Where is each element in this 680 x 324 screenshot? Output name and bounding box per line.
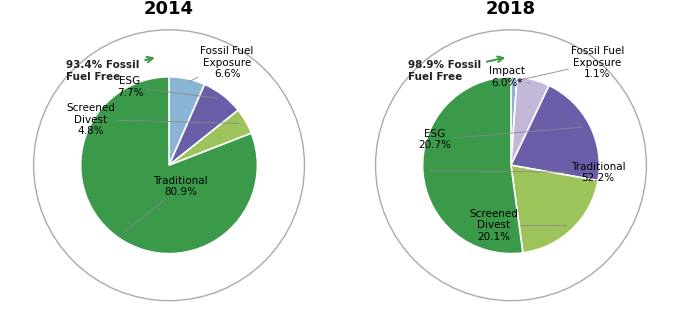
- Wedge shape: [511, 86, 599, 180]
- Wedge shape: [169, 84, 238, 165]
- Wedge shape: [511, 165, 598, 253]
- Wedge shape: [511, 77, 517, 165]
- Text: Traditional
80.9%: Traditional 80.9%: [124, 176, 208, 233]
- Wedge shape: [511, 77, 549, 165]
- Wedge shape: [81, 77, 258, 254]
- Text: ESG
7.7%: ESG 7.7%: [117, 76, 218, 98]
- Wedge shape: [169, 77, 205, 165]
- Circle shape: [375, 30, 647, 301]
- Text: Impact
6.0%*: Impact 6.0%*: [489, 66, 530, 88]
- Circle shape: [33, 30, 305, 301]
- Wedge shape: [169, 110, 252, 165]
- Text: 93.4% Fossil
Fuel Free: 93.4% Fossil Fuel Free: [67, 57, 153, 82]
- Text: Screened
Divest
4.8%: Screened Divest 4.8%: [66, 103, 239, 136]
- Text: Fossil Fuel
Exposure
6.6%: Fossil Fuel Exposure 6.6%: [189, 46, 254, 82]
- Text: 98.9% Fossil
Fuel Free: 98.9% Fossil Fuel Free: [408, 56, 503, 82]
- Wedge shape: [422, 77, 523, 254]
- Title: 2014: 2014: [144, 0, 194, 18]
- Title: 2018: 2018: [486, 0, 536, 18]
- Text: Traditional
52.2%: Traditional 52.2%: [430, 162, 626, 183]
- Text: ESG
20.7%: ESG 20.7%: [418, 127, 583, 150]
- Text: Fossil Fuel
Exposure
1.1%: Fossil Fuel Exposure 1.1%: [517, 46, 624, 81]
- Text: Screened
Divest
20.1%: Screened Divest 20.1%: [469, 209, 566, 242]
